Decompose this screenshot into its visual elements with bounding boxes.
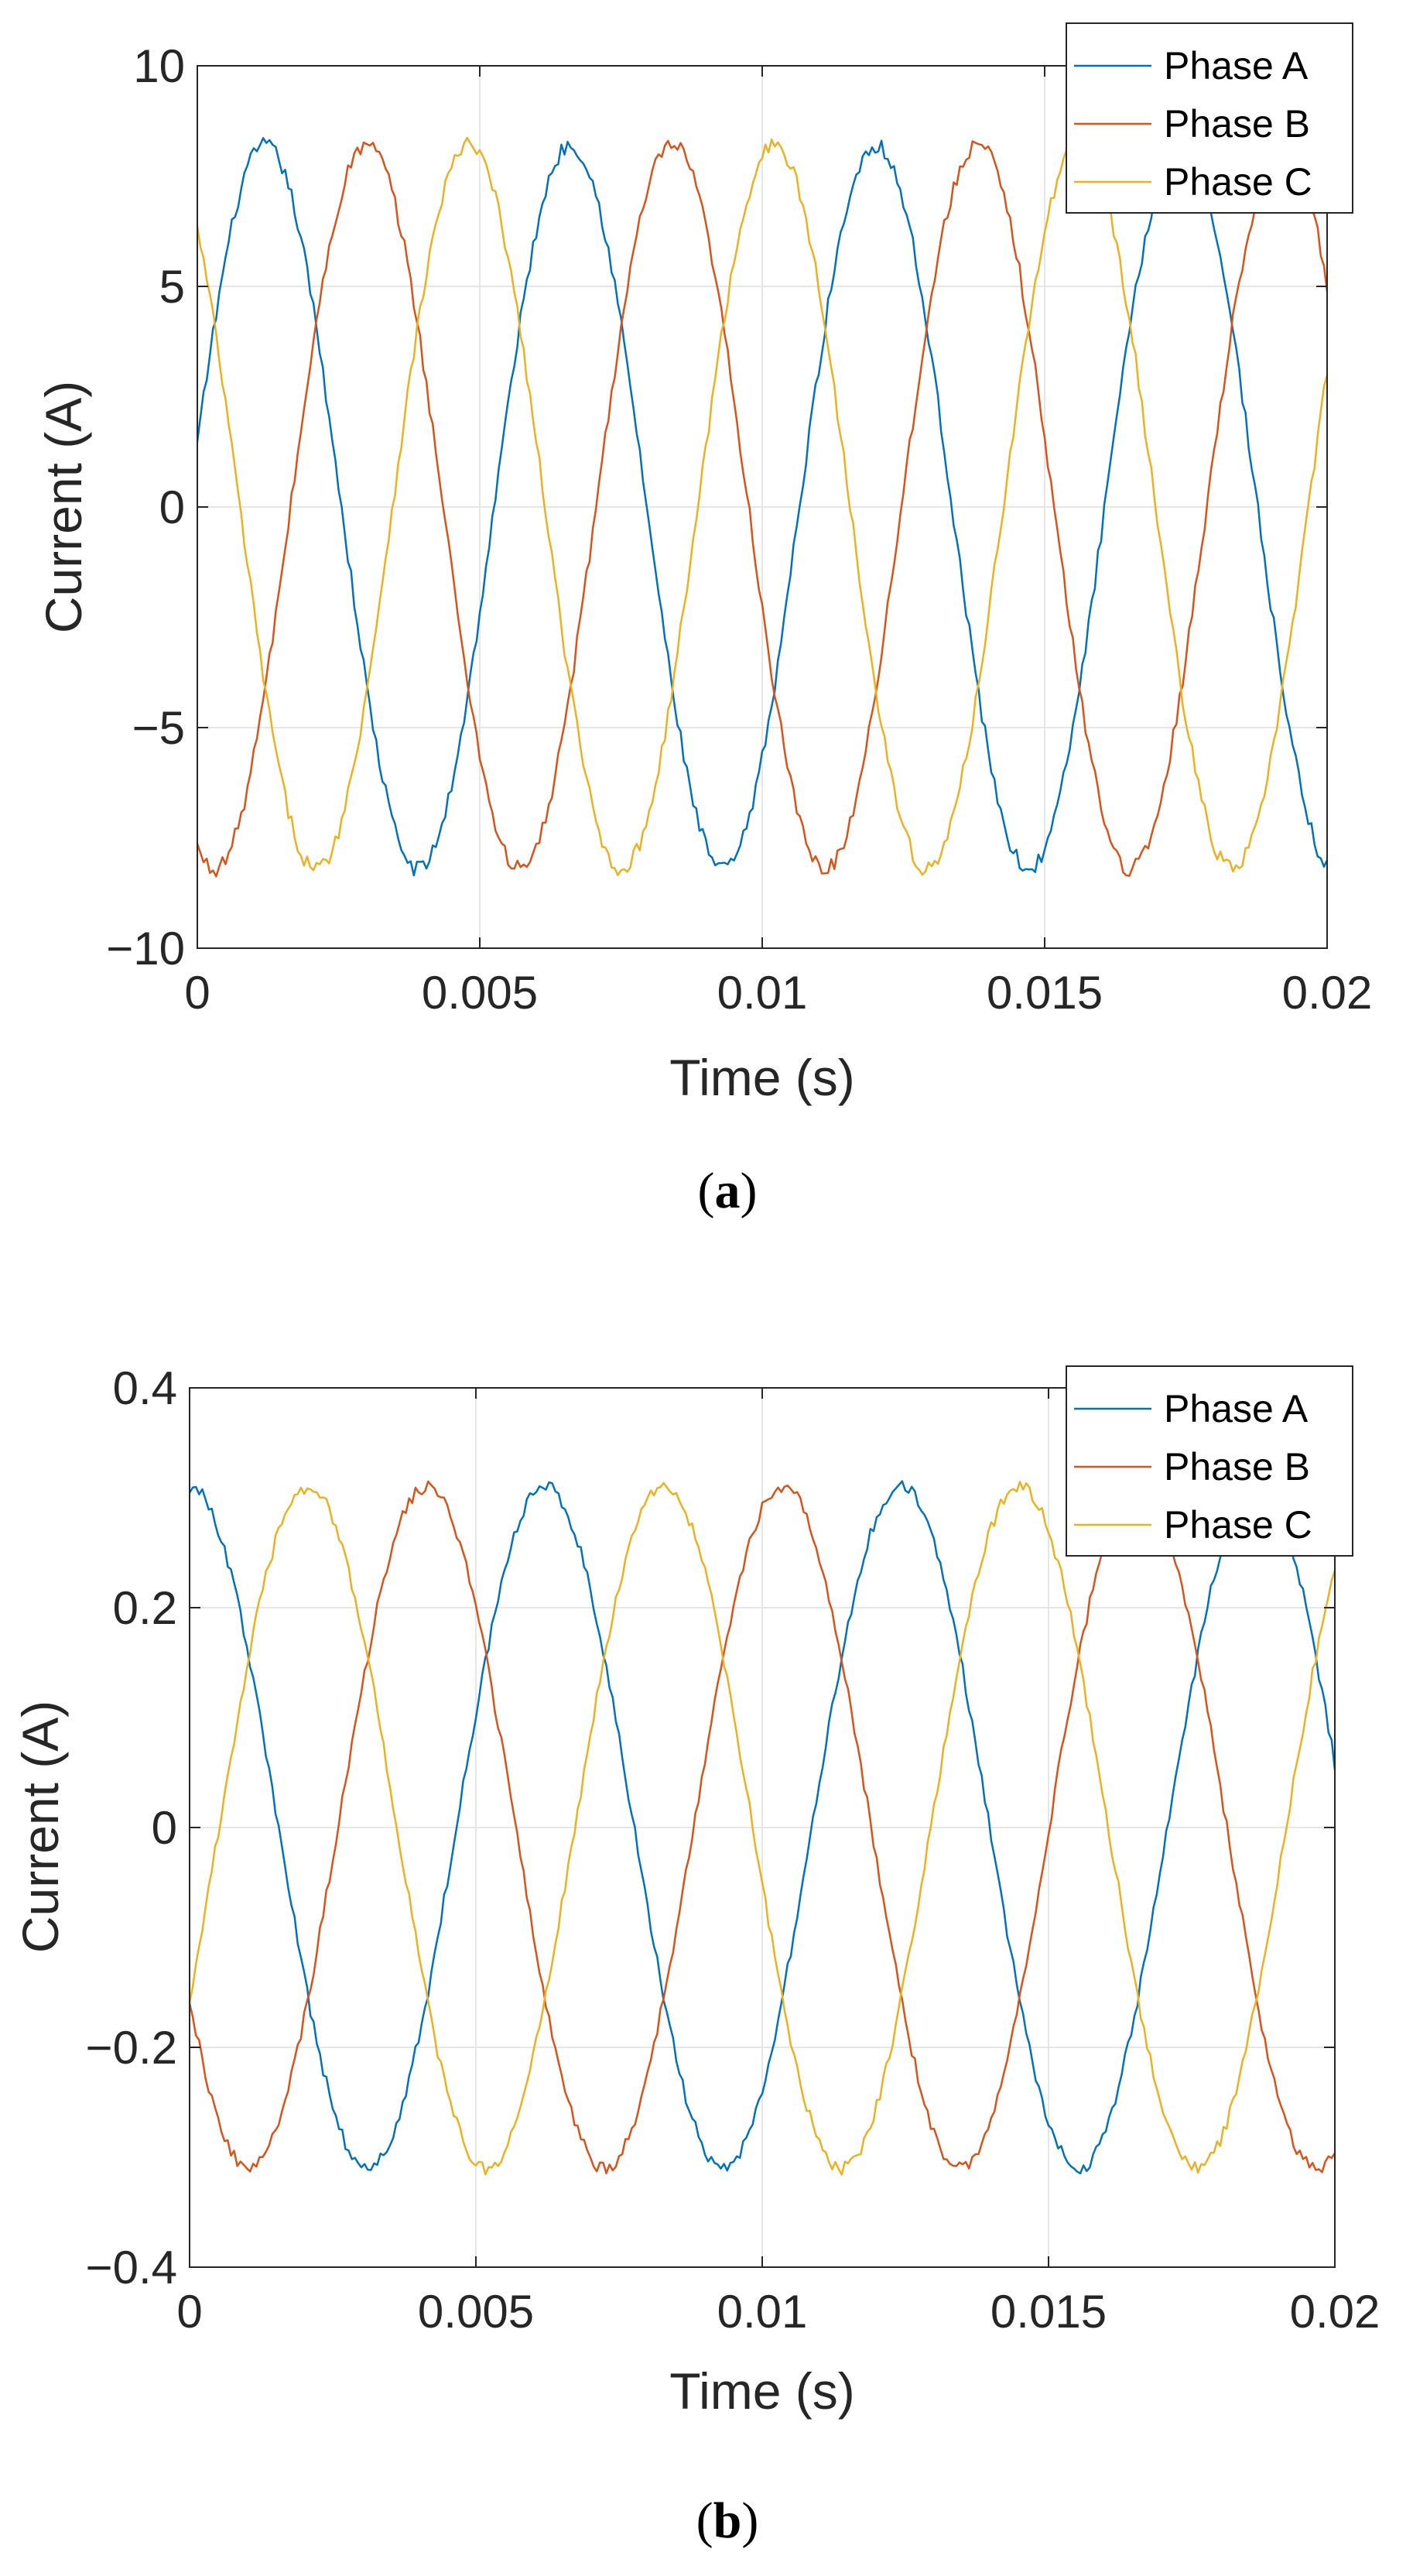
legend-b: Phase A Phase B Phase C	[1066, 1365, 1353, 1557]
y-tick-label: 0	[159, 481, 185, 533]
x-tick-label: 0.015	[990, 2286, 1107, 2338]
ytick-labels-b: −0.4 −0.2 0 0.2 0.4	[86, 1362, 177, 2293]
legend-label-phase-c: Phase C	[1164, 1503, 1312, 1547]
legend-a: Phase A Phase B Phase C	[1066, 22, 1353, 214]
y-tick-label: −0.2	[86, 2022, 177, 2074]
y-tick-label: 0.2	[113, 1582, 177, 1634]
y-tick-label: 0	[152, 1802, 177, 1854]
legend-label-phase-a: Phase A	[1164, 1387, 1309, 1430]
legend-label-phase-b: Phase B	[1164, 102, 1310, 146]
x-axis-title-a: Time (s)	[669, 1049, 855, 1106]
panel-caption-b: (b)	[696, 2492, 759, 2549]
legend-label-phase-c: Phase C	[1164, 160, 1312, 204]
y-tick-label: −10	[106, 923, 185, 975]
ticks-a	[197, 65, 1328, 949]
y-tick-label: 5	[159, 261, 185, 313]
legend-label-phase-a: Phase A	[1164, 44, 1309, 87]
series-line-phase-a	[188, 1480, 1336, 2175]
x-tick-label: 0	[184, 967, 210, 1019]
x-tick-label: 0.005	[422, 967, 538, 1019]
legend-label-phase-b: Phase B	[1164, 1445, 1310, 1488]
series-line-phase-b	[196, 137, 1329, 878]
x-axis-title-b: Time (s)	[669, 2362, 855, 2420]
x-tick-label: 0.02	[1282, 967, 1373, 1019]
y-tick-label: 10	[133, 40, 185, 92]
y-axis-title-b: Current (A)	[12, 1701, 69, 1953]
x-tick-label: 0.01	[717, 967, 808, 1019]
y-tick-label: 0.4	[113, 1362, 177, 1414]
x-tick-label: 0.015	[987, 967, 1103, 1019]
xtick-labels-a: 0 0.005 0.01 0.015 0.02	[184, 967, 1372, 1019]
xtick-labels-b: 0 0.005 0.01 0.015 0.02	[176, 2286, 1380, 2338]
y-tick-label: −5	[132, 702, 185, 754]
y-axis-title-a: Current (A)	[35, 381, 92, 633]
x-tick-label: 0	[176, 2286, 202, 2338]
ytick-labels-a: −10 −5 0 5 10	[106, 40, 185, 975]
x-tick-label: 0.02	[1290, 2286, 1380, 2338]
series-line-phase-c	[196, 136, 1329, 876]
x-tick-label: 0.005	[418, 2286, 534, 2338]
chart-panel-a: 0 0.005 0.01 0.015 0.02 −10 −5 0 5 10 Time (s) C…	[35, 22, 1372, 1106]
x-tick-label: 0.01	[717, 2286, 808, 2338]
chart-panel-b: 0 0.005 0.01 0.015 0.02 −0.4 −0.2 0 0.2 0.4 Time…	[12, 1362, 1380, 2420]
series-line-phase-c	[188, 1481, 1336, 2176]
series-layer-a	[196, 136, 1329, 878]
series-line-phase-a	[196, 137, 1329, 877]
panel-caption-a: (a)	[698, 1163, 758, 1219]
y-tick-label: −0.4	[86, 2242, 177, 2293]
